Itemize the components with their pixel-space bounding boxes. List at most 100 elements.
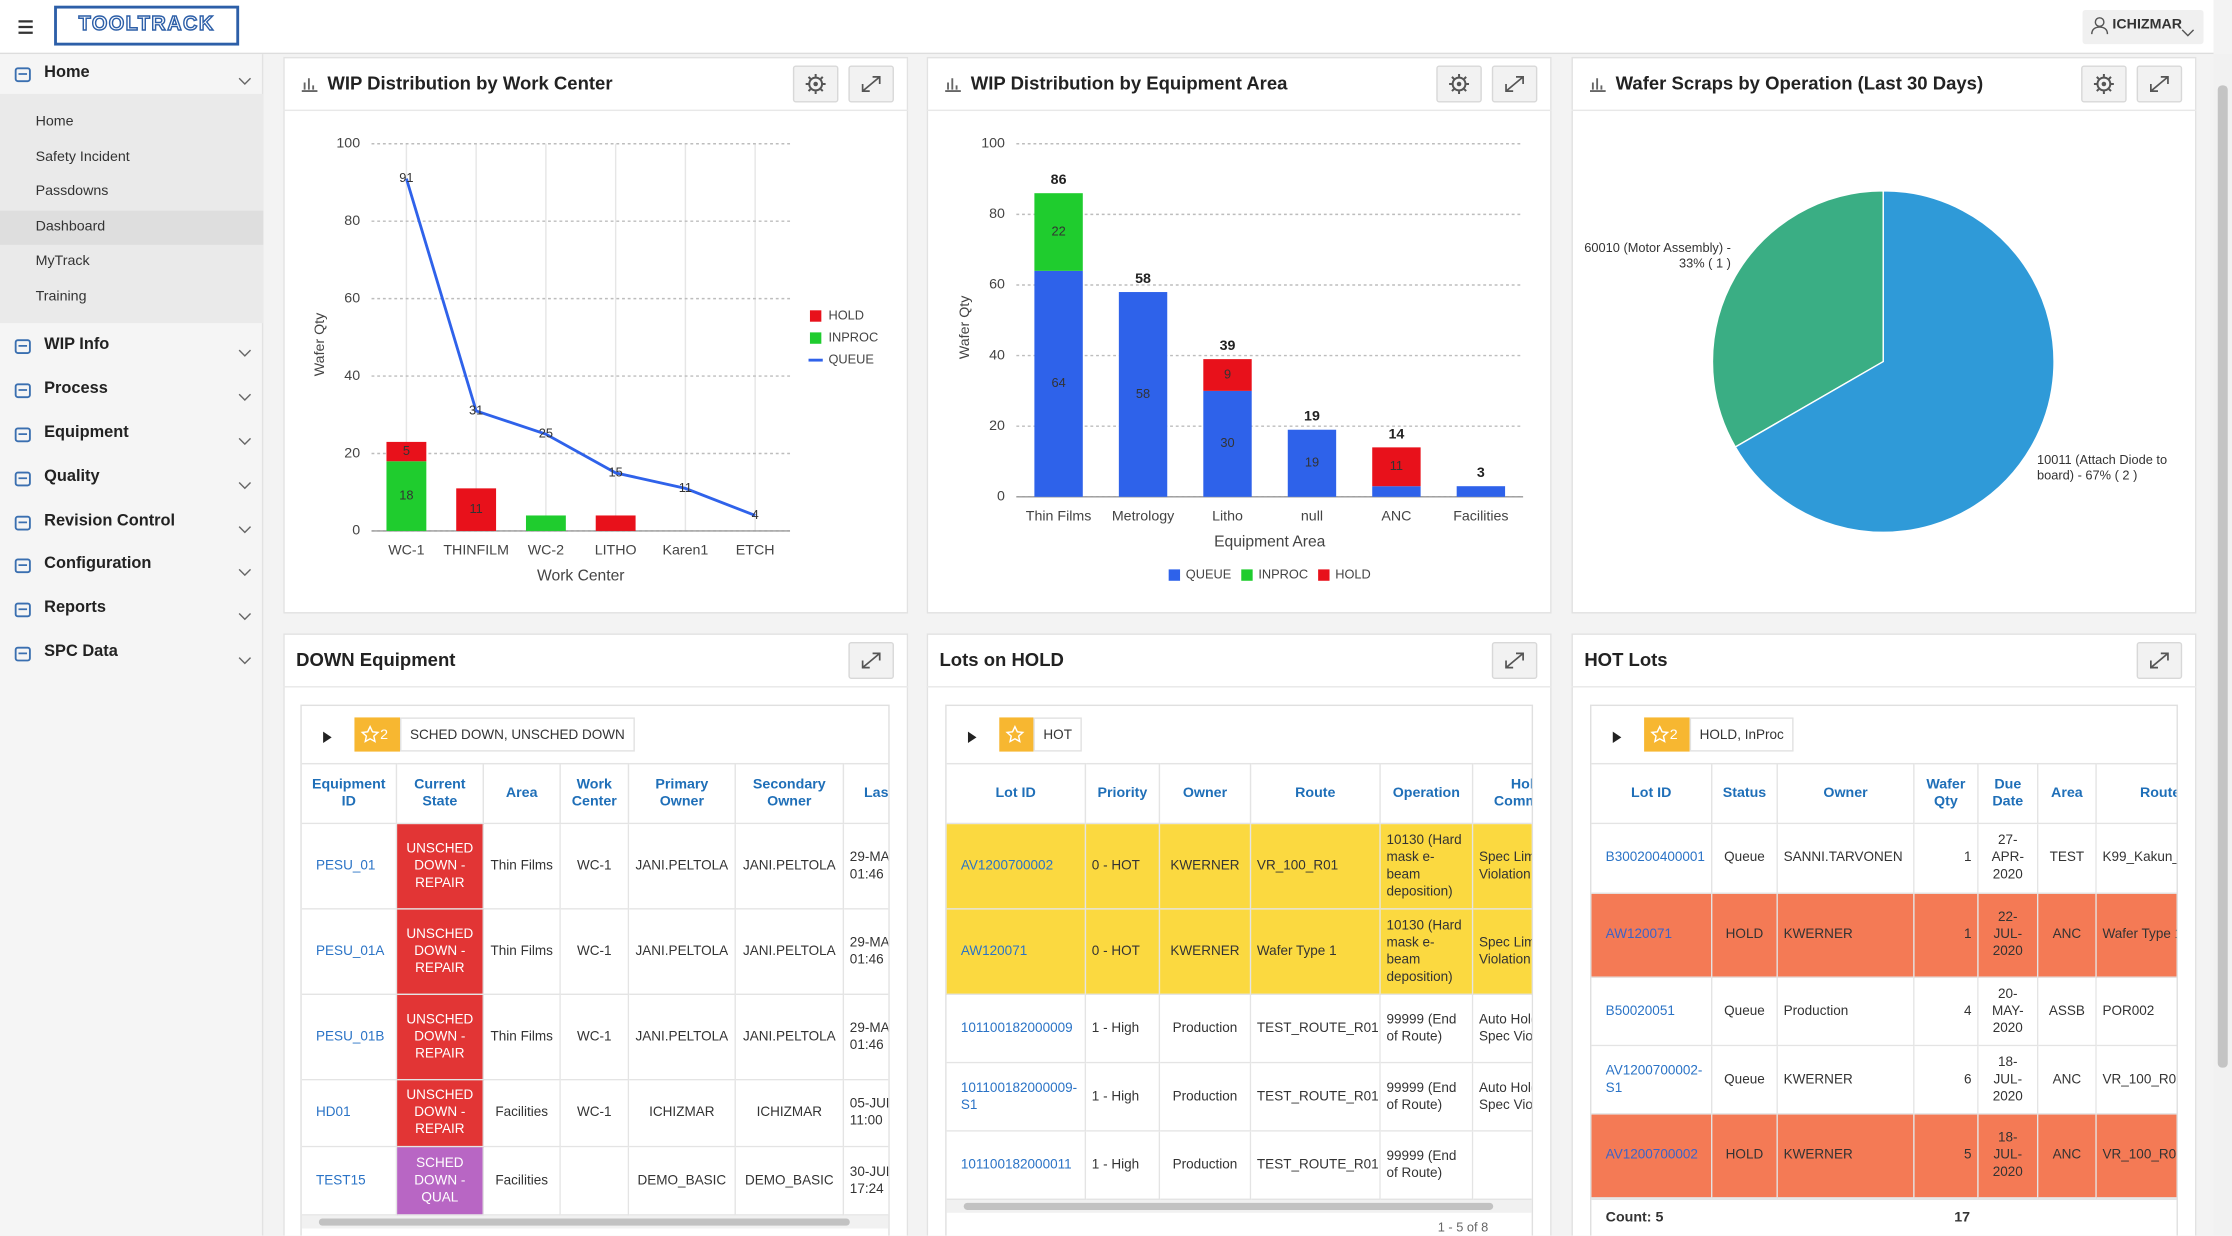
column-header[interactable]: Priority — [1086, 762, 1161, 825]
page-scrollbar-thumb[interactable] — [2217, 85, 2228, 1068]
nav-item[interactable]: Dashboard — [35, 218, 106, 235]
table-cell: HOLD — [1712, 893, 1778, 978]
column-header[interactable]: Equipment ID — [301, 762, 398, 825]
column-header[interactable]: Operation — [1380, 762, 1474, 825]
nav-section[interactable]: Process — [44, 380, 108, 398]
cell-text: VR_100_R01 — [1256, 857, 1339, 874]
row-link[interactable]: 101100182000009 — [960, 1019, 1073, 1036]
nav-item[interactable]: Training — [35, 288, 87, 305]
nav-section[interactable]: Quality — [44, 468, 100, 486]
expand-icon — [1505, 652, 1524, 669]
nav-section[interactable]: Revision Control — [44, 512, 176, 530]
menu-button[interactable] — [11, 13, 39, 41]
column-header[interactable]: Current State — [397, 762, 484, 825]
cell-text: JANI.PELTOLA — [742, 1028, 836, 1045]
column-header[interactable]: Lot ID — [1591, 762, 1713, 825]
table-scrollbar-thumb[interactable] — [318, 1218, 850, 1226]
settings-button[interactable] — [792, 65, 839, 103]
column-header[interactable]: Status — [1712, 762, 1778, 825]
settings-button[interactable] — [1436, 65, 1482, 103]
table-cell: 101100182000009 — [946, 995, 1087, 1064]
column-header[interactable]: Due Date — [1978, 762, 2039, 825]
expand-button[interactable] — [848, 641, 894, 679]
nav-section[interactable]: Home — [44, 64, 90, 82]
report-region: HOT Lot IDPriorityOwnerRouteOperationHold… — [945, 704, 1534, 1236]
column-header[interactable]: Route — [2096, 762, 2177, 825]
row-link[interactable]: B300200400001 — [1605, 849, 1705, 866]
cell-text: TEST_ROUTE_R01 — [1256, 1019, 1379, 1036]
cell-text: Queue — [1724, 849, 1765, 866]
table-cell: AV1200700002 — [1591, 1114, 1713, 1199]
table-cell: HD01 — [301, 1080, 398, 1148]
column-header[interactable]: Lot ID — [946, 762, 1087, 825]
nav-item[interactable]: Safety Incident — [35, 148, 130, 165]
expand-button[interactable] — [848, 65, 894, 103]
expand-button[interactable] — [2136, 65, 2183, 103]
filter-chip[interactable]: SCHED DOWN, UNSCHED DOWN — [399, 717, 635, 752]
nav-section[interactable]: Reports — [44, 599, 106, 617]
panel-title: WIP Distribution by Equipment Area — [970, 72, 1288, 94]
row-link[interactable]: AV1200700002 — [1605, 1147, 1698, 1163]
settings-button[interactable] — [2081, 65, 2127, 103]
filter-count: 2 — [1669, 726, 1678, 743]
logo[interactable] — [54, 5, 240, 46]
filter-badge[interactable] — [999, 717, 1034, 752]
row-link[interactable]: 101100182000009-S1 — [960, 1079, 1078, 1113]
column-header[interactable]: Last Txn — [844, 762, 889, 825]
filter-chip[interactable]: HOT — [1033, 717, 1082, 752]
column-header[interactable]: Route — [1251, 762, 1381, 825]
column-header[interactable]: Area — [483, 762, 561, 825]
nav-section[interactable]: Equipment — [44, 424, 129, 442]
filter-badge[interactable]: 2 — [354, 717, 400, 752]
row-link[interactable]: AW120071 — [1605, 926, 1673, 943]
panel-title: DOWN Equipment — [296, 649, 456, 671]
row-link[interactable]: B50020051 — [1605, 1002, 1675, 1019]
row-link[interactable]: PESU_01A — [316, 943, 385, 959]
row-link[interactable]: HD01 — [316, 1104, 351, 1121]
cell-text: JANI.PELTOLA — [635, 1028, 729, 1045]
column-header[interactable]: Primary Owner — [629, 762, 736, 825]
table-cell: 10130 (Hard mask e-beam deposition) — [1380, 909, 1474, 996]
nav-section[interactable]: WIP Info — [44, 335, 110, 354]
cell-text: 10130 (Hard mask e-beam deposition) — [1386, 917, 1462, 985]
table-scrollbar-thumb[interactable] — [963, 1202, 1493, 1210]
footer-row — [1591, 1198, 2177, 1236]
cell-text: VR_100_R01 — [2102, 1147, 2178, 1163]
column-header[interactable]: Owner — [1777, 762, 1915, 825]
nav-item[interactable]: Home — [35, 113, 74, 130]
nav-item[interactable]: MyTrack — [35, 253, 90, 270]
toggle-arrow[interactable] — [322, 726, 333, 744]
cell-text: ANC — [2052, 1071, 2082, 1087]
column-header[interactable]: Hold Comment — [1473, 762, 1532, 825]
column-header[interactable]: Secondary Owner — [735, 762, 845, 825]
expand-button[interactable] — [1491, 641, 1538, 679]
filter-chip[interactable]: HOLD, InProc — [1689, 717, 1794, 752]
expand-button[interactable] — [2136, 641, 2183, 679]
column-header[interactable]: Wafer Qty — [1914, 762, 1979, 825]
cell-text: Thin Films — [490, 857, 553, 874]
pagination: 1 - 5 of 8 — [1437, 1219, 1489, 1235]
column-header[interactable]: Work Center — [560, 762, 630, 825]
expand-button[interactable] — [1491, 65, 1538, 103]
toggle-arrow[interactable] — [1611, 726, 1622, 744]
row-link[interactable]: AV1200700002-S1 — [1605, 1062, 1703, 1096]
table-cell: 1 — [1914, 824, 1979, 894]
row-link[interactable]: AW120071 — [960, 943, 1028, 959]
column-header[interactable]: Owner — [1160, 762, 1252, 825]
nav-chevron — [238, 340, 252, 357]
cell-text: WC-1 — [577, 857, 612, 874]
filter-badge[interactable]: 2 — [1644, 717, 1690, 752]
nav-section[interactable]: SPC Data — [44, 643, 118, 661]
row-link[interactable]: AV1200700002 — [960, 857, 1054, 874]
toggle-arrow[interactable] — [967, 726, 978, 744]
cell-text: ICHIZMAR — [756, 1104, 822, 1121]
row-link[interactable]: TEST15 — [316, 1172, 366, 1188]
cell-text: 29-MAY-2020 01:46 — [849, 934, 889, 968]
column-header[interactable]: Area — [2038, 762, 2097, 825]
row-link[interactable]: PESU_01B — [316, 1028, 385, 1045]
nav-section[interactable]: Configuration — [44, 555, 152, 573]
cell-text: Spec Limit Violation — [1478, 934, 1532, 968]
nav-item[interactable]: Passdowns — [35, 183, 109, 200]
row-link[interactable]: PESU_01 — [316, 857, 376, 874]
row-link[interactable]: 101100182000011 — [960, 1156, 1072, 1173]
